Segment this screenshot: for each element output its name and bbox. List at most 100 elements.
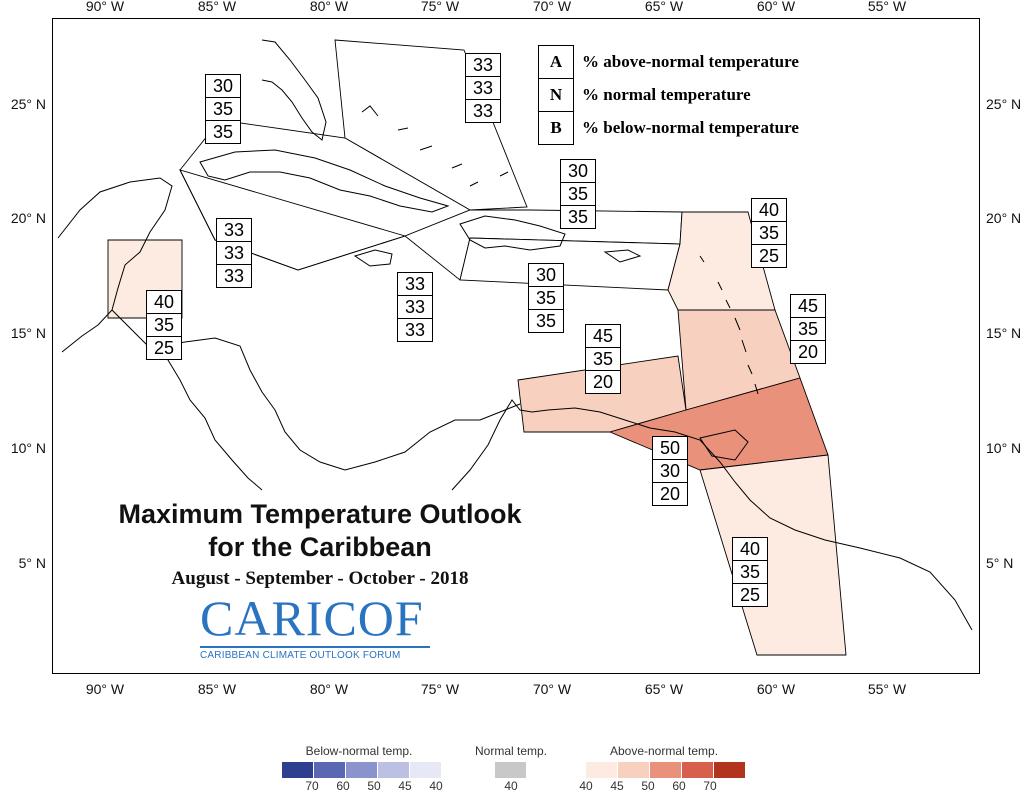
key-row: A % above-normal temperature	[538, 45, 800, 79]
coastline-trinidad	[699, 429, 749, 461]
prob-below: 20	[585, 370, 621, 394]
lon-tick: 80° W	[309, 681, 349, 697]
legend-swatch	[282, 762, 314, 778]
lon-tick: 70° W	[532, 681, 572, 697]
prob-normal: 35	[790, 317, 826, 341]
region-cayman	[179, 169, 407, 271]
prob-below: 33	[465, 99, 501, 123]
prob-normal: 30	[652, 459, 688, 483]
region-polygons	[107, 39, 847, 656]
legend-below-label: Below-normal temp.	[305, 744, 413, 758]
lon-tick: 65° W	[644, 681, 684, 697]
prob-normal: 35	[146, 313, 182, 337]
prob-above: 33	[397, 272, 433, 296]
lon-tick: 90° W	[85, 681, 125, 697]
lon-tick: 60° W	[756, 681, 796, 697]
prob-box-abc: 45 35 20	[585, 324, 621, 394]
coastline-cuba	[199, 149, 450, 213]
coastline-yucatan-central-america	[57, 177, 521, 491]
key-text: % above-normal temperature	[582, 52, 799, 71]
color-legend: Below-normal temp. Normal temp. Above-no…	[0, 738, 1030, 793]
legend-swatch	[714, 762, 746, 778]
prob-box-cuba: 30 35 35	[205, 74, 241, 144]
legend-normal-label: Normal temp.	[474, 744, 548, 758]
legend-value: 60	[336, 779, 350, 793]
lon-tick: 85° W	[197, 0, 237, 14]
lat-tick: 15° N	[10, 325, 46, 341]
map-title-block: Maximum Temperature Outlook for the Cari…	[60, 498, 580, 590]
lon-tick: 80° W	[309, 0, 349, 14]
prob-normal: 35	[205, 97, 241, 121]
legend-normal-swatches	[495, 762, 527, 778]
forecast-period: August - September - October - 2018	[171, 568, 469, 589]
key-text: % below-normal temperature	[582, 118, 799, 137]
prob-box-jamaica: 33 33 33	[397, 272, 433, 342]
lon-tick: 55° W	[867, 681, 907, 697]
prob-box-hispaniola: 30 35 35	[560, 159, 596, 229]
lat-tick: 10° N	[10, 440, 46, 456]
legend-swatch	[618, 762, 650, 778]
lat-tick: 10° N	[986, 440, 1022, 456]
key-letter: N	[538, 78, 574, 112]
lat-tick: 15° N	[986, 325, 1022, 341]
map-title: Maximum Temperature Outlook	[118, 499, 522, 529]
prob-above: 45	[790, 294, 826, 318]
prob-normal: 33	[397, 295, 433, 319]
legend-value: 45	[398, 779, 412, 793]
prob-above: 30	[205, 74, 241, 98]
lat-tick: 25° N	[10, 96, 46, 112]
legend-value: 70	[703, 779, 717, 793]
lat-tick: 20° N	[10, 210, 46, 226]
prob-above: 45	[585, 324, 621, 348]
coastline-south-america	[451, 399, 973, 631]
prob-normal: 33	[465, 76, 501, 100]
prob-box-leeward: 40 35 25	[751, 198, 787, 268]
prob-box-bahamas: 33 33 33	[465, 53, 501, 123]
legend-value: 40	[429, 779, 443, 793]
coastline-florida	[261, 39, 327, 141]
coastline-bahamas-islands	[361, 105, 509, 187]
coastline-puerto-rico	[603, 249, 642, 263]
prob-below: 25	[146, 336, 182, 360]
prob-box-belize: 40 35 25	[146, 290, 182, 360]
legend-value: 60	[672, 779, 686, 793]
legend-swatch	[682, 762, 714, 778]
prob-below: 20	[790, 340, 826, 364]
lon-tick: 75° W	[420, 681, 460, 697]
lat-tick: 20° N	[986, 210, 1022, 226]
lon-tick: 60° W	[756, 0, 796, 14]
legend-above-label: Above-normal temp.	[609, 744, 719, 758]
lon-tick: 65° W	[644, 0, 684, 14]
prob-box-trinidad: 50 30 20	[652, 436, 688, 506]
legend-value: 50	[367, 779, 381, 793]
coastline-hispaniola	[459, 215, 566, 251]
key-text: % normal temperature	[582, 85, 751, 104]
legend-above-swatches	[586, 762, 746, 778]
prob-above: 40	[146, 290, 182, 314]
region-bahamas	[334, 39, 528, 211]
region-guianas	[699, 454, 847, 656]
prob-box-cayman: 33 33 33	[216, 218, 252, 288]
prob-below: 20	[652, 482, 688, 506]
coastline-lesser-antilles	[699, 255, 759, 395]
logo-subtitle: CARIBBEAN CLIMATE OUTLOOK FORUM	[200, 650, 401, 661]
prob-normal: 35	[751, 221, 787, 245]
prob-above: 33	[216, 218, 252, 242]
logo-underline	[200, 646, 430, 648]
caricof-logo: CARICOF CARIBBEAN CLIMATE OUTLOOK FORUM	[200, 592, 440, 661]
region-puerto-rico	[459, 237, 681, 291]
key-row: B % below-normal temperature	[538, 111, 800, 145]
prob-above: 33	[465, 53, 501, 77]
key-row: N % normal temperature	[538, 78, 800, 112]
legend-value: 45	[610, 779, 624, 793]
probability-key: A % above-normal temperature N % normal …	[538, 45, 800, 145]
prob-below: 35	[560, 205, 596, 229]
lat-tick: 5° N	[18, 555, 46, 571]
prob-below: 35	[205, 120, 241, 144]
legend-swatch	[410, 762, 442, 778]
prob-above: 50	[652, 436, 688, 460]
prob-below: 33	[397, 318, 433, 342]
lon-tick: 90° W	[85, 0, 125, 14]
legend-swatch	[495, 762, 527, 778]
prob-above: 30	[528, 263, 564, 287]
